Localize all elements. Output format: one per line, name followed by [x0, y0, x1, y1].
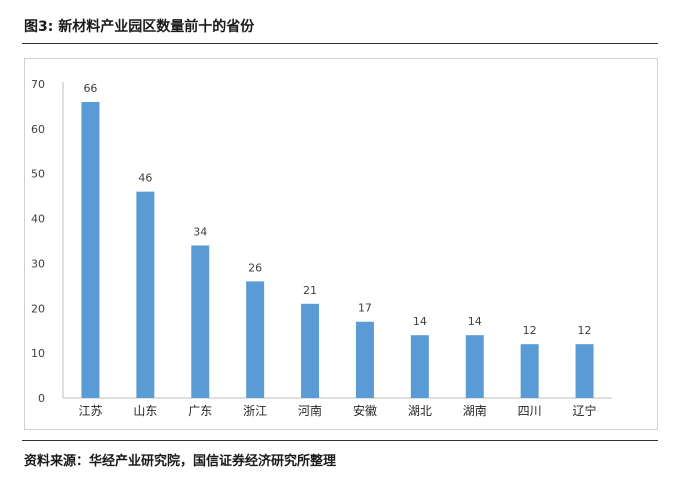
data-label: 14 — [413, 315, 427, 328]
source-divider — [22, 440, 658, 441]
bar — [136, 191, 155, 398]
data-label: 26 — [248, 261, 262, 274]
bar — [81, 101, 100, 398]
x-tick-label: 浙江 — [243, 404, 267, 418]
chart-frame — [24, 58, 658, 430]
data-label: 66 — [83, 82, 97, 95]
x-tick-label: 四川 — [518, 404, 542, 418]
bar — [465, 335, 484, 398]
x-tick-label: 山东 — [133, 404, 157, 418]
x-tick-label: 湖北 — [408, 403, 432, 418]
figure-title: 图3: 新材料产业园区数量前十的省份 — [24, 19, 255, 35]
data-label: 34 — [193, 225, 207, 238]
y-tick-label: 30 — [31, 257, 45, 270]
y-tick-label: 10 — [31, 347, 45, 360]
y-tick-label: 70 — [31, 78, 45, 91]
x-tick-label: 河南 — [298, 403, 322, 418]
y-tick-label: 20 — [31, 302, 45, 315]
data-label: 21 — [303, 284, 317, 297]
x-tick-label: 湖南 — [463, 403, 487, 418]
bar — [301, 303, 320, 398]
x-tick-label: 安徽 — [353, 403, 377, 418]
y-tick-label: 40 — [31, 213, 45, 226]
bar — [520, 344, 539, 398]
title-divider — [22, 43, 658, 44]
data-label: 17 — [358, 302, 372, 315]
x-tick-label: 广东 — [188, 404, 212, 418]
x-tick-label: 江苏 — [78, 404, 102, 418]
data-label: 12 — [578, 324, 592, 337]
y-tick-label: 0 — [38, 392, 45, 405]
bar — [575, 344, 594, 398]
source-note: 资料来源：华经产业研究院，国信证券经济研究所整理 — [24, 454, 337, 469]
bar — [355, 321, 374, 398]
y-tick-label: 50 — [31, 168, 45, 181]
x-tick-label: 辽宁 — [573, 403, 597, 418]
data-label: 14 — [468, 315, 482, 328]
bar — [410, 335, 429, 398]
data-label: 46 — [138, 172, 152, 185]
bar — [191, 245, 210, 398]
data-label: 12 — [523, 324, 537, 337]
bar — [246, 281, 265, 398]
y-tick-label: 60 — [31, 123, 45, 136]
